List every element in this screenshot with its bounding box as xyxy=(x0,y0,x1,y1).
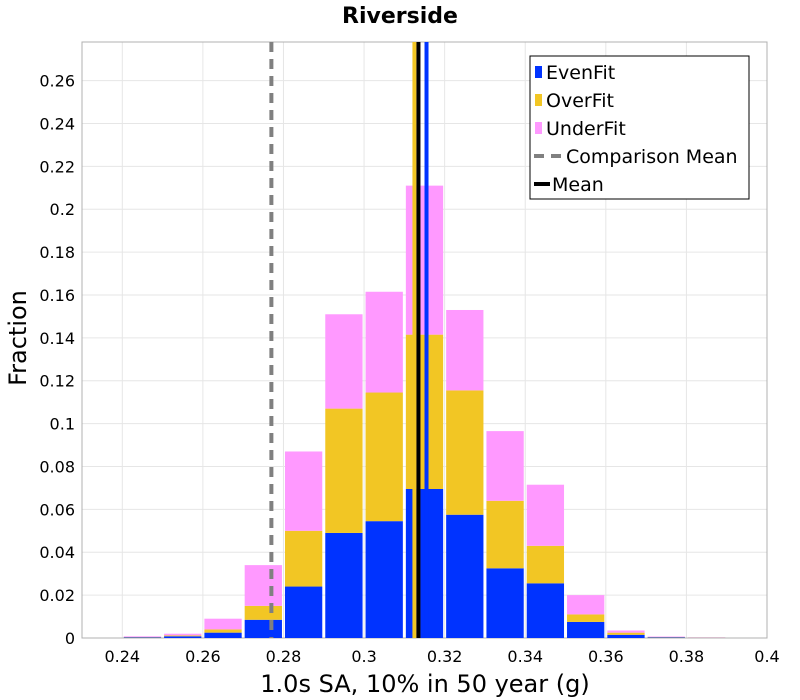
bar-underfit xyxy=(325,314,363,409)
bar-overfit xyxy=(607,632,645,635)
bar-underfit xyxy=(204,618,242,630)
x-tick-label: 0.3 xyxy=(351,647,376,666)
y-axis-ticks: 0 0.02 0.04 0.06 0.08 0.1 0.12 0.14 0.16 0.18 0.2 0… xyxy=(39,72,75,648)
legend-box xyxy=(529,55,750,200)
bar-evenfit xyxy=(244,619,282,638)
bar-evenfit xyxy=(164,636,202,638)
bar-underfit xyxy=(486,431,524,501)
bar-underfit xyxy=(526,484,565,546)
bar-underfit xyxy=(123,636,162,637)
bar-overfit xyxy=(204,629,242,633)
y-tick-label: 0.18 xyxy=(39,243,75,262)
legend-label: Comparison Mean xyxy=(566,146,738,168)
bar-evenfit xyxy=(567,621,605,638)
bar-evenfit xyxy=(204,632,242,638)
x-axis-ticks: 0.24 0.26 0.28 0.3 0.32 0.34 0.36 0.38 0.4 xyxy=(104,647,779,666)
bar-overfit xyxy=(365,392,403,522)
y-tick-label: 0.26 xyxy=(39,72,75,91)
x-tick-label: 0.28 xyxy=(266,647,302,666)
y-axis-title: Fraction xyxy=(4,290,32,386)
x-tick-label: 0.38 xyxy=(669,647,705,666)
x-tick-label: 0.36 xyxy=(588,647,624,666)
bar-evenfit xyxy=(325,532,363,638)
y-tick-label: 0.12 xyxy=(39,372,75,391)
bar-evenfit xyxy=(405,489,444,638)
bar-evenfit xyxy=(647,637,685,638)
bar-underfit xyxy=(365,291,403,393)
bar-overfit xyxy=(526,545,565,584)
legend: EvenFit OverFit UnderFit Comparison Mean Mea… xyxy=(529,55,750,200)
y-tick-label: 0.24 xyxy=(39,114,75,133)
legend-label: EvenFit xyxy=(546,62,615,84)
bar-underfit xyxy=(607,630,645,633)
bar-underfit xyxy=(446,309,484,391)
bar-overfit xyxy=(284,530,323,587)
bar-overfit xyxy=(567,614,605,622)
legend-label: UnderFit xyxy=(546,118,626,140)
bar-evenfit xyxy=(123,637,162,638)
legend-label: Mean xyxy=(552,174,604,196)
y-tick-label: 0.16 xyxy=(39,286,75,305)
x-axis-title: 1.0s SA, 10% in 50 year (g) xyxy=(260,670,589,698)
x-tick-label: 0.4 xyxy=(754,647,779,666)
legend-swatch xyxy=(535,122,542,134)
bar-underfit xyxy=(284,451,323,531)
bar-underfit xyxy=(567,595,605,615)
x-tick-label: 0.32 xyxy=(427,647,463,666)
legend-label: OverFit xyxy=(546,90,614,112)
y-tick-label: 0.08 xyxy=(39,457,75,476)
legend-entry-mean: Mean xyxy=(534,174,604,196)
x-tick-label: 0.34 xyxy=(507,647,543,666)
legend-entry-comparison-mean: Comparison Mean xyxy=(534,146,738,168)
legend-entry-underfit: UnderFit xyxy=(535,118,626,140)
legend-entry-evenfit: EvenFit xyxy=(535,62,615,84)
mean-lines xyxy=(269,42,429,638)
chart-title: Riverside xyxy=(342,4,458,29)
legend-swatch xyxy=(535,94,542,106)
bar-evenfit xyxy=(526,583,565,638)
y-tick-label: 0.14 xyxy=(39,329,75,348)
bar-underfit xyxy=(164,633,202,636)
y-tick-label: 0 xyxy=(65,629,75,648)
bars xyxy=(123,185,726,638)
bar-evenfit xyxy=(446,514,484,638)
bar-underfit xyxy=(244,565,282,606)
y-tick-label: 0.2 xyxy=(50,200,75,219)
y-tick-label: 0.02 xyxy=(39,586,75,605)
legend-entry-overfit: OverFit xyxy=(535,90,614,112)
bar-overfit xyxy=(164,635,202,637)
bar-overfit xyxy=(405,334,444,489)
legend-swatch xyxy=(535,66,542,78)
bar-evenfit xyxy=(365,521,403,638)
y-tick-label: 0.1 xyxy=(50,415,75,434)
bar-overfit xyxy=(325,408,363,533)
bar-evenfit xyxy=(607,634,645,638)
x-tick-label: 0.26 xyxy=(185,647,221,666)
y-tick-label: 0.06 xyxy=(39,500,75,519)
bar-underfit xyxy=(405,185,444,335)
bar-overfit xyxy=(446,390,484,515)
bar-evenfit xyxy=(284,586,323,638)
y-tick-label: 0.04 xyxy=(39,543,75,562)
bar-evenfit xyxy=(486,568,524,638)
bar-overfit xyxy=(486,500,524,569)
y-tick-label: 0.22 xyxy=(39,157,75,176)
x-tick-label: 0.24 xyxy=(104,647,140,666)
bar-overfit xyxy=(244,605,282,620)
